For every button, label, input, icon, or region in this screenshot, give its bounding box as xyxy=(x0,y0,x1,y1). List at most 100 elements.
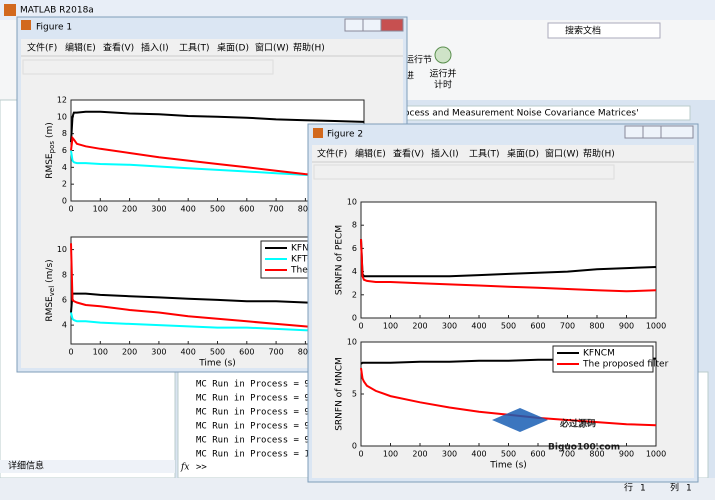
menu-item[interactable]: 桌面(D) xyxy=(217,42,249,54)
data-line xyxy=(70,292,365,313)
menu-item[interactable]: 帮助(H) xyxy=(293,42,325,54)
data-line xyxy=(70,110,365,143)
status-col-label: 列 xyxy=(670,482,679,494)
x-tick-label: 700 xyxy=(560,450,575,459)
x-tick-label: 0 xyxy=(68,205,73,214)
y-tick-label: 10 xyxy=(57,112,67,121)
y-tick-label: 4 xyxy=(352,267,357,276)
run-time-label[interactable]: 计时 xyxy=(434,79,452,91)
data-line xyxy=(360,239,657,278)
path-text: ocess and Measurement Noise Covariance M… xyxy=(404,109,639,119)
command-line: MC Run in Process = 995 xyxy=(196,380,321,390)
x-tick-label: 800 xyxy=(298,205,313,214)
y-tick-label: 2 xyxy=(352,290,357,299)
x-tick-label: 900 xyxy=(619,450,634,459)
legend-label: The proposed filter xyxy=(582,360,669,370)
fx-icon: fx xyxy=(180,463,189,473)
status-row-value: 1 xyxy=(640,484,646,494)
toolbar xyxy=(313,164,615,180)
x-tick-label: 700 xyxy=(268,348,283,357)
x-tick-label: 300 xyxy=(442,450,457,459)
watermark-text: 必过源码 xyxy=(559,418,596,430)
app-icon xyxy=(4,4,16,16)
legend-label: KFNCM xyxy=(583,349,615,359)
ribbon-run-section: 运行节 xyxy=(405,54,432,66)
x-tick-label: 0 xyxy=(358,450,363,459)
x-tick-label: 200 xyxy=(122,205,137,214)
watermark: 必过源码 Biguo100.com xyxy=(492,408,620,453)
menu-item[interactable]: 编辑(E) xyxy=(65,42,96,54)
y-tick-label: 6 xyxy=(62,146,67,155)
x-tick-label: 400 xyxy=(181,348,196,357)
close-button[interactable] xyxy=(380,18,404,32)
run-time-icon[interactable] xyxy=(434,46,452,64)
legend-box xyxy=(552,345,654,373)
search-box[interactable] xyxy=(547,22,661,39)
y-axis-label: RMSEvel (m/s) xyxy=(45,259,57,321)
menu-item[interactable]: 桌面(D) xyxy=(507,148,539,160)
x-tick-label: 1000 xyxy=(646,450,666,459)
menu-item[interactable]: 窗口(W) xyxy=(255,42,289,54)
status-bar xyxy=(0,478,715,500)
x-tick-label: 500 xyxy=(501,322,516,331)
y-tick-label: 5 xyxy=(352,390,357,399)
legend-label: KFTCM xyxy=(291,255,321,265)
x-tick-label: 600 xyxy=(239,348,254,357)
menu-item[interactable]: 插入(I) xyxy=(431,148,459,160)
x-tick-label: 700 xyxy=(560,322,575,331)
minimize-button[interactable] xyxy=(344,18,364,32)
menu-item[interactable]: 文件(F) xyxy=(317,148,347,160)
menu-item[interactable]: 文件(F) xyxy=(27,42,57,54)
run-time-label[interactable]: 运行并 xyxy=(429,68,456,80)
axes xyxy=(360,201,657,319)
y-axis-label: SRNFN of PECM xyxy=(335,225,345,295)
prompt: >> xyxy=(196,463,207,473)
watermark-url: Biguo100.com xyxy=(548,443,620,453)
y-tick-label: 8 xyxy=(62,270,67,279)
x-tick-label: 400 xyxy=(471,450,486,459)
x-tick-label: 300 xyxy=(151,348,166,357)
menu-item[interactable]: 查看(V) xyxy=(103,42,134,54)
y-axis-label-sub: pos xyxy=(48,141,56,154)
x-tick-label: 100 xyxy=(383,450,398,459)
y-axis-label-main: RMSE xyxy=(45,153,55,179)
x-tick-label: 400 xyxy=(471,322,486,331)
x-tick-label: 800 xyxy=(298,348,313,357)
maximize-button[interactable] xyxy=(362,18,382,32)
y-tick-label: 8 xyxy=(352,221,357,230)
x-tick-label: 100 xyxy=(93,205,108,214)
y-tick-label: 4 xyxy=(62,321,67,330)
x-tick-label: 300 xyxy=(151,205,166,214)
data-line xyxy=(360,239,657,293)
x-tick-label: 400 xyxy=(181,205,196,214)
menu-item[interactable]: 帮助(H) xyxy=(583,148,615,160)
details-bar xyxy=(0,460,175,473)
maximize-button[interactable] xyxy=(642,125,662,139)
y-axis-label-unit: (m/s) xyxy=(45,259,55,283)
command-line: MC Run in Process = 996 xyxy=(196,394,321,404)
y-tick-label: 6 xyxy=(62,295,67,304)
y-tick-label: 12 xyxy=(57,96,67,105)
y-tick-label: 2 xyxy=(62,180,67,189)
y-tick-label: 6 xyxy=(352,244,357,253)
command-line: MC Run in Process = 997 xyxy=(196,408,321,418)
x-tick-label: 200 xyxy=(412,322,427,331)
menu-item[interactable]: 工具(T) xyxy=(469,149,500,160)
title-bar xyxy=(0,0,715,20)
x-tick-label: 900 xyxy=(619,322,634,331)
y-tick-label: 0 xyxy=(62,197,67,206)
figure-title: Figure 1 xyxy=(36,23,72,33)
menu-item[interactable]: 查看(V) xyxy=(393,148,424,160)
close-button[interactable] xyxy=(660,125,694,139)
menu-item[interactable]: 工具(T) xyxy=(179,43,210,54)
x-tick-label: 600 xyxy=(530,322,545,331)
menu-item[interactable]: 编辑(E) xyxy=(355,148,386,160)
menu-item[interactable]: 插入(I) xyxy=(141,42,169,54)
app-title: MATLAB R2018a xyxy=(20,6,94,16)
menu-item[interactable]: 窗口(W) xyxy=(545,148,579,160)
command-line: MC Run in Process = 1000 xyxy=(196,450,326,460)
x-tick-label: 500 xyxy=(210,205,225,214)
minimize-button[interactable] xyxy=(624,125,644,139)
watermark-logo xyxy=(492,408,548,432)
